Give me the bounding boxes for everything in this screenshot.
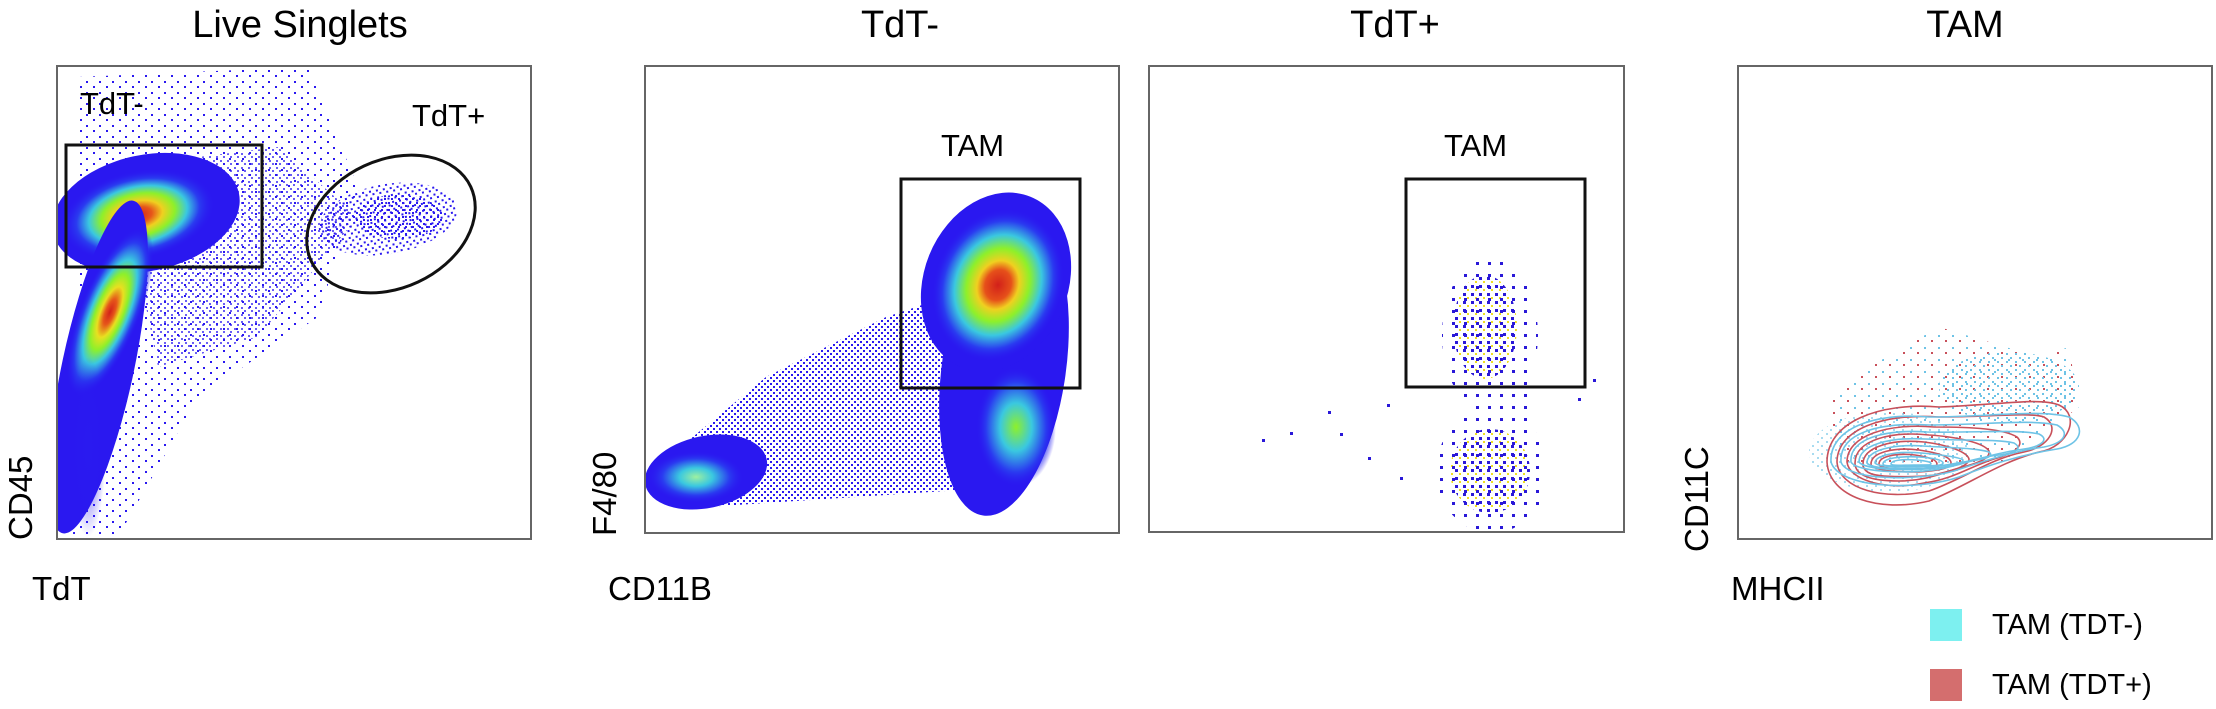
panel-title-tam: TAM [1926, 4, 2004, 46]
legend-item-tam-tdt-neg: TAM (TDT-) [1930, 609, 2143, 641]
gate-tdt-neg [64, 143, 264, 269]
gate-tam [1404, 177, 1587, 389]
plot-tdt-neg [644, 65, 1120, 534]
gate-label-tam: TAM [941, 128, 1005, 163]
legend-label: TAM (TDT-) [1992, 608, 2143, 641]
gate-label-tdt-pos: TdT+ [412, 98, 486, 133]
gate-tdt-pos [305, 153, 477, 295]
legend-swatch-cyan-icon [1930, 609, 1962, 641]
panel-title-live-singlets: Live Singlets [192, 4, 408, 46]
density-scatter-live-singlets [58, 67, 477, 537]
y-axis-label-f480: F4/80 [586, 451, 623, 536]
legend-item-tam-tdt-pos: TAM (TDT+) [1930, 669, 2152, 701]
x-axis-label-mhcii: MHCII [1731, 570, 1825, 607]
legend-label: TAM (TDT+) [1992, 668, 2152, 701]
plot-live-singlets [56, 65, 532, 540]
plot-tdt-pos [1148, 65, 1625, 533]
density-scatter-tdt-neg [646, 177, 1082, 516]
legend-swatch-red-icon [1930, 669, 1962, 701]
density-scatter-tdt-pos [1262, 177, 1596, 531]
plot-tam-overlay [1737, 65, 2213, 540]
y-axis-label-cd11c: CD11C [1678, 446, 1715, 552]
y-axis-label-cd45: CD45 [2, 455, 39, 540]
contour-overlay-tam [1809, 327, 2081, 506]
panel-title-tdt-neg: TdT- [860, 4, 940, 46]
x-axis-label-cd11b: CD11B [608, 570, 712, 607]
panel-title-tdt-pos: TdT+ [1350, 4, 1440, 46]
gate-label-tam: TAM [1444, 128, 1508, 163]
x-axis-label-tdt: TdT [32, 570, 91, 607]
gate-label-tdt-neg: TdT- [80, 86, 144, 121]
gate-tam [899, 177, 1082, 390]
